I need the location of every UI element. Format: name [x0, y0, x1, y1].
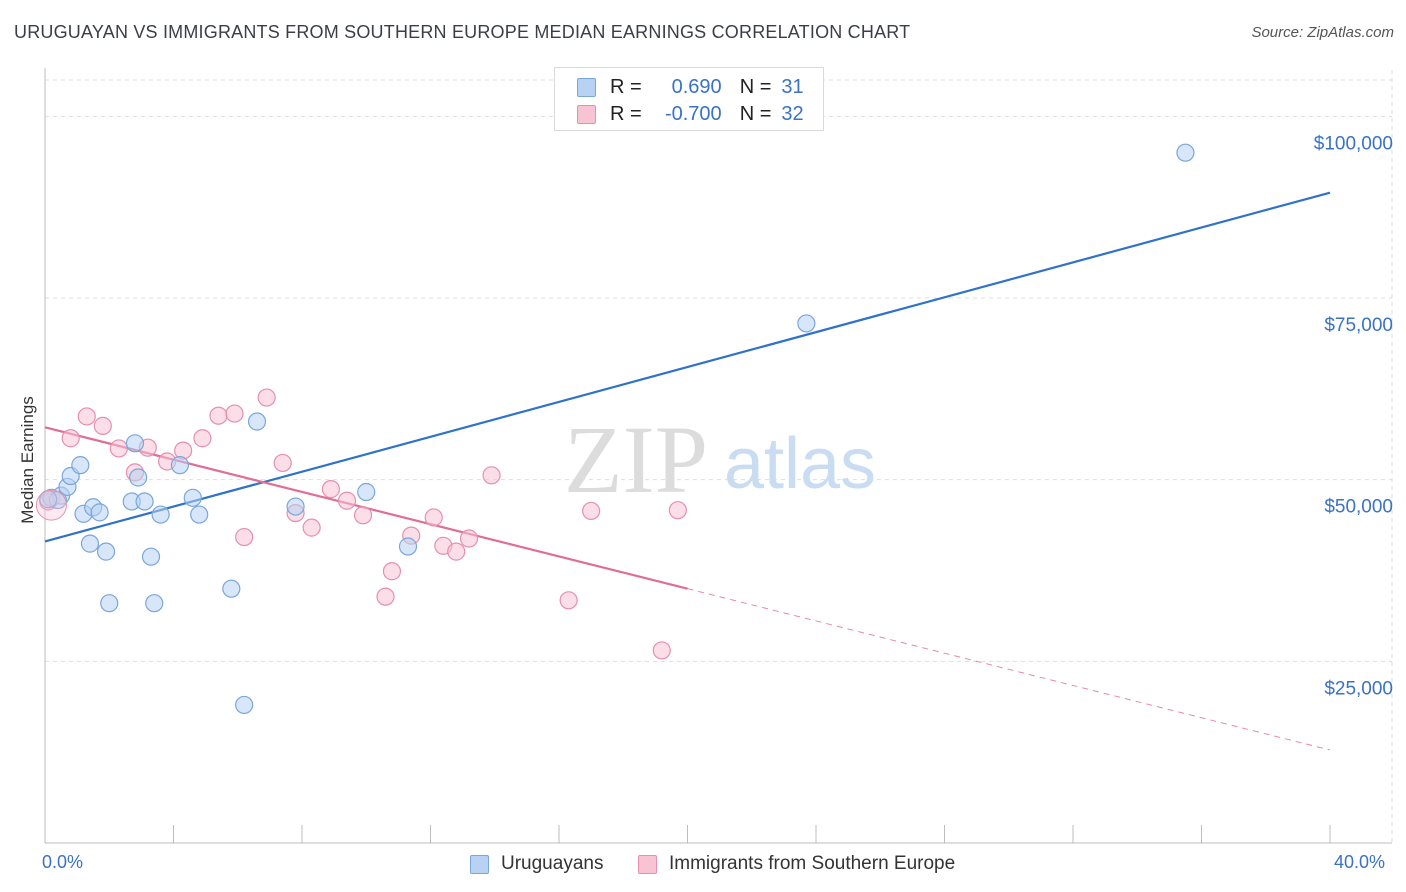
legend-n-label: N =: [739, 102, 772, 125]
watermark-atlas: atlas: [724, 424, 876, 504]
data-point-uruguayans: [398, 537, 418, 556]
data-point-uruguayans: [141, 547, 161, 566]
y-tick-labels: $25,000 $50,000 $75,000 $100,000: [1314, 133, 1393, 699]
x-tick-label-max: 40.0%: [1334, 852, 1386, 872]
y-tick-label: $100,000: [1314, 133, 1393, 154]
data-point-southern-europe: [77, 407, 96, 426]
legend-r-value: -0.700: [664, 102, 722, 125]
legend-r-label: R =: [610, 75, 642, 98]
data-point-uruguayans: [145, 594, 164, 613]
data-point-uruguayans: [90, 503, 109, 522]
data-point-southern-europe: [382, 562, 402, 581]
data-point-uruguayans: [286, 497, 305, 516]
data-point-uruguayans: [1176, 143, 1195, 162]
data-point-southern-europe: [209, 406, 228, 425]
gridlines: [45, 70, 1393, 843]
data-point-uruguayans: [170, 456, 190, 475]
data-point-uruguayans: [129, 468, 148, 487]
legend-r-label: R =: [610, 102, 642, 125]
data-point-uruguayans: [151, 505, 170, 524]
data-point-uruguayans: [80, 534, 100, 553]
data-point-southern-europe: [321, 480, 341, 499]
data-point-uruguayans: [235, 695, 254, 715]
data-point-southern-europe: [302, 518, 321, 537]
trend-line-extension: [687, 588, 1331, 751]
data-point-uruguayans: [96, 542, 116, 561]
watermark: ZIP atlas: [564, 406, 876, 513]
legend-swatch-pink: [577, 104, 596, 124]
data-point-uruguayans: [135, 492, 154, 511]
trend-line-uruguayans: [44, 191, 1331, 543]
data-point-southern-europe: [376, 587, 395, 606]
legend-swatch-blue: [577, 77, 596, 97]
x-tick-label-min: 0.0%: [42, 852, 84, 872]
y-tick-label: $25,000: [1324, 678, 1393, 699]
bottom-legend-swatch-blue: [470, 854, 489, 874]
bottom-legend-southern-europe: Immigrants from Southern Europe: [638, 851, 955, 877]
data-point-southern-europe: [559, 591, 578, 610]
data-point-southern-europe: [235, 527, 254, 547]
data-points: [35, 143, 1195, 715]
data-point-uruguayans: [247, 412, 267, 431]
data-point-southern-europe: [459, 529, 479, 548]
data-point-southern-europe: [109, 439, 128, 458]
data-point-southern-europe: [193, 429, 212, 448]
data-point-southern-europe: [93, 416, 112, 435]
correlation-legend: R = 0.690 N = 31 R = -0.700 N = 32: [554, 67, 824, 131]
data-point-southern-europe: [424, 508, 443, 527]
data-point-southern-europe: [447, 542, 466, 561]
bottom-legend-swatch-pink: [638, 854, 657, 874]
data-point-southern-europe: [668, 501, 687, 520]
legend-row-uruguayans: R = 0.690 N = 31: [577, 74, 804, 100]
data-point-uruguayans: [357, 482, 376, 502]
data-point-uruguayans: [222, 579, 241, 598]
data-point-southern-europe: [652, 641, 671, 660]
data-point-southern-europe: [257, 388, 276, 407]
legend-n-value: 32: [781, 102, 804, 125]
data-point-uruguayans: [190, 505, 209, 524]
data-point-uruguayans: [797, 314, 816, 333]
data-point-southern-europe: [61, 429, 80, 448]
bottom-legend-label: Uruguayans: [501, 853, 604, 874]
legend-n-label: N =: [739, 75, 772, 98]
data-point-southern-europe: [482, 466, 501, 485]
data-point-uruguayans: [183, 488, 202, 507]
data-point-uruguayans: [71, 456, 90, 475]
y-tick-label: $75,000: [1324, 315, 1393, 336]
bottom-legend-label: Immigrants from Southern Europe: [669, 853, 956, 874]
legend-r-value: 0.690: [671, 75, 722, 98]
data-point-southern-europe: [273, 453, 292, 473]
data-point-cluster: [35, 489, 67, 521]
y-axis-label: Median Earnings: [18, 396, 37, 524]
data-point-southern-europe: [337, 491, 357, 510]
data-point-southern-europe: [582, 501, 601, 521]
bottom-legend-uruguayans: Uruguayans: [470, 851, 603, 877]
data-point-uruguayans: [100, 594, 119, 613]
data-point-southern-europe: [353, 506, 373, 525]
chart-title: URUGUAYAN VS IMMIGRANTS FROM SOUTHERN EU…: [14, 22, 911, 42]
y-tick-label: $50,000: [1324, 497, 1393, 518]
watermark-zip: ZIP: [564, 406, 708, 513]
axes: [44, 68, 1392, 844]
source-label: Source: ZipAtlas.com: [1251, 24, 1394, 41]
data-point-southern-europe: [225, 404, 244, 423]
legend-row-southern-europe: R = -0.700 N = 32: [577, 101, 804, 127]
legend-n-value: 31: [781, 75, 804, 98]
data-point-uruguayans: [125, 434, 145, 453]
